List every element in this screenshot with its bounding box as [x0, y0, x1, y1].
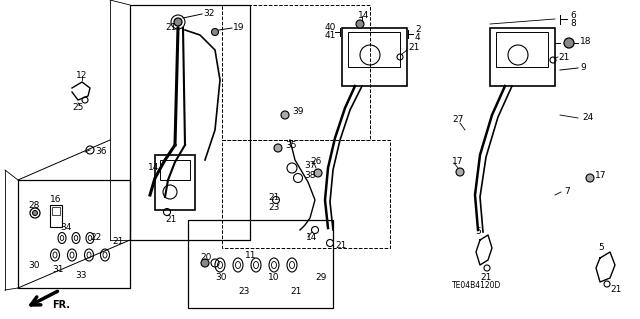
Text: 11: 11 [245, 250, 257, 259]
Text: 36: 36 [95, 147, 106, 157]
Bar [496, 32, 548, 67]
Text: 33: 33 [75, 271, 86, 279]
Circle shape [356, 20, 364, 28]
Text: 21: 21 [558, 53, 570, 62]
Bar [490, 28, 555, 86]
Bar [18, 180, 130, 288]
Text: 21: 21 [268, 192, 280, 202]
Text: 23: 23 [268, 203, 280, 211]
Text: 21: 21 [165, 216, 177, 225]
Text: 30: 30 [215, 273, 227, 283]
Bar [160, 160, 190, 180]
Bar [155, 155, 195, 210]
Text: 28: 28 [28, 201, 40, 210]
Text: 4: 4 [415, 33, 420, 42]
Text: 20: 20 [200, 254, 211, 263]
Text: 5: 5 [475, 227, 481, 236]
Circle shape [174, 18, 182, 26]
Text: 5: 5 [598, 243, 604, 253]
Text: TE04B4120D: TE04B4120D [452, 280, 501, 290]
Bar [348, 32, 400, 67]
Text: 8: 8 [570, 19, 576, 28]
Text: 21: 21 [335, 241, 346, 250]
Text: 14: 14 [148, 164, 159, 173]
Bar [222, 140, 390, 248]
Circle shape [201, 259, 209, 267]
Text: 27: 27 [452, 115, 463, 124]
Text: 37: 37 [304, 160, 316, 169]
Text: 40: 40 [325, 24, 337, 33]
Text: 21: 21 [112, 238, 124, 247]
Bar [342, 28, 407, 86]
Text: 10: 10 [268, 273, 280, 283]
Circle shape [564, 38, 574, 48]
Circle shape [281, 111, 289, 119]
Text: 9: 9 [580, 63, 586, 72]
Text: 17: 17 [595, 170, 607, 180]
Text: 18: 18 [580, 38, 591, 47]
Text: 6: 6 [570, 11, 576, 19]
Bar [188, 220, 333, 308]
Bar [222, 5, 370, 140]
Text: 21: 21 [408, 43, 419, 53]
Circle shape [274, 144, 282, 152]
Text: 14: 14 [306, 234, 317, 242]
Text: 21: 21 [165, 24, 177, 33]
Text: 7: 7 [564, 188, 570, 197]
Text: 17: 17 [452, 158, 463, 167]
Text: 38: 38 [304, 172, 316, 181]
Text: 2: 2 [415, 26, 420, 34]
Text: 24: 24 [582, 114, 593, 122]
Text: 41: 41 [325, 32, 337, 41]
Text: 32: 32 [203, 9, 214, 18]
Circle shape [456, 168, 464, 176]
Text: 21: 21 [480, 272, 492, 281]
Text: 29: 29 [315, 273, 326, 283]
Text: 39: 39 [292, 108, 303, 116]
Text: 22: 22 [90, 234, 101, 242]
Circle shape [586, 174, 594, 182]
Bar [50, 205, 62, 227]
Bar [130, 5, 250, 240]
Text: 25: 25 [72, 103, 83, 113]
Text: 16: 16 [50, 196, 61, 204]
Text: 34: 34 [60, 224, 72, 233]
Text: 12: 12 [76, 71, 88, 80]
Text: 31: 31 [52, 265, 63, 275]
Bar [52, 207, 60, 215]
Text: 21: 21 [290, 287, 301, 296]
Text: FR.: FR. [52, 300, 70, 310]
Text: 35: 35 [285, 140, 296, 150]
Text: 26: 26 [310, 158, 321, 167]
Circle shape [33, 211, 38, 216]
Circle shape [314, 169, 322, 177]
Circle shape [211, 28, 218, 35]
Text: 30: 30 [28, 261, 40, 270]
Text: 19: 19 [233, 23, 244, 32]
Text: 14: 14 [358, 11, 369, 19]
Text: 23: 23 [238, 287, 250, 296]
Text: 21: 21 [610, 286, 621, 294]
